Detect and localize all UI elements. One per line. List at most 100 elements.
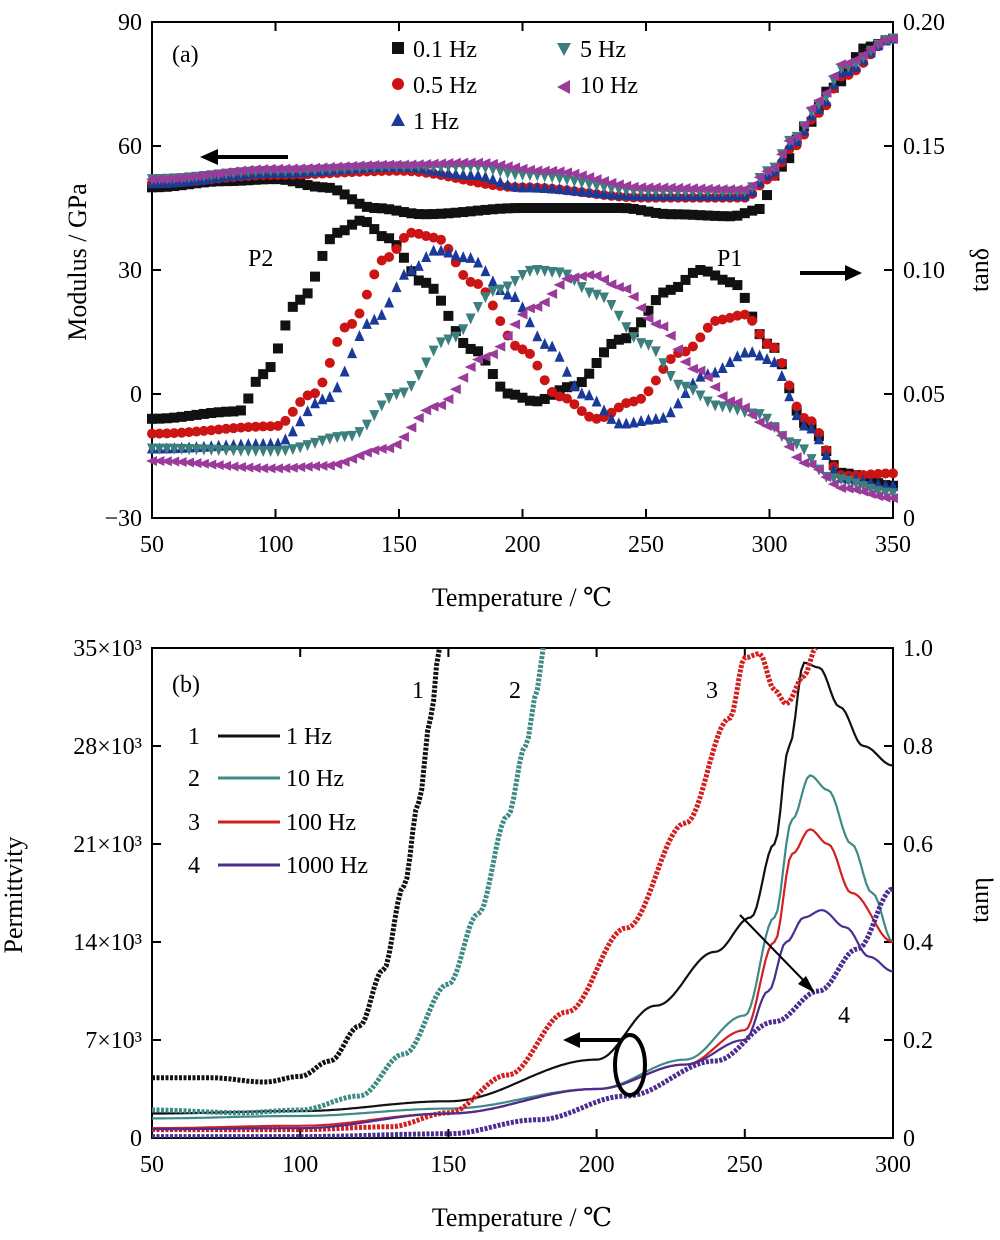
legend-item-10hz: 2 10 Hz [188, 766, 344, 792]
series-10hz [152, 648, 893, 1120]
data-point [221, 445, 232, 457]
data-point [443, 334, 454, 346]
data-point [316, 460, 328, 471]
data-point [487, 275, 498, 287]
data-point [369, 224, 380, 235]
x-tick-label: 150 [430, 1152, 466, 1178]
data-point [339, 365, 350, 377]
data-point [613, 203, 624, 213]
data-point [205, 169, 217, 180]
panel-a-series [146, 32, 898, 504]
data-point [709, 382, 721, 393]
data-point [695, 265, 706, 275]
data-point [324, 357, 335, 368]
data-point [643, 413, 654, 425]
data-point [227, 461, 239, 472]
data-point [428, 209, 439, 220]
data-point [442, 158, 454, 169]
data-point [502, 168, 513, 180]
data-point [220, 460, 232, 471]
legend-label: 0.5 Hz [413, 73, 477, 99]
data-point [561, 269, 572, 281]
data-point [835, 59, 847, 70]
curve-label-1: 1 [412, 678, 424, 704]
legend-item-0.1hz: 0.1 Hz [392, 37, 477, 63]
data-point [695, 370, 706, 382]
data-point [723, 396, 735, 407]
data-point [332, 381, 343, 393]
curve-label-4: 4 [838, 1003, 850, 1029]
data-point [643, 206, 654, 217]
data-point [271, 163, 283, 174]
series-1hz [147, 32, 898, 491]
data-point [168, 173, 180, 184]
data-point [339, 431, 350, 443]
data-point [694, 183, 706, 194]
data-point [324, 182, 335, 193]
modulus-series [146, 33, 898, 195]
data-point [627, 291, 639, 302]
y2-tick-label: 1.0 [903, 636, 933, 662]
data-point [784, 153, 795, 164]
data-point [821, 449, 832, 461]
x-tick-label: 350 [875, 532, 911, 558]
data-point [272, 445, 283, 457]
data-point [739, 346, 750, 358]
data-point [161, 413, 172, 424]
data-point [391, 205, 402, 216]
data-point [650, 346, 661, 358]
tan-delta-series [147, 265, 898, 500]
data-point [658, 358, 669, 370]
data-point [235, 405, 246, 416]
data-point [390, 159, 402, 170]
data-point [598, 175, 610, 186]
data-point [450, 326, 461, 337]
data-point [509, 162, 521, 173]
data-point [687, 267, 698, 278]
annotation-p1: P1 [717, 246, 742, 272]
data-point [183, 171, 195, 182]
data-point [710, 210, 721, 221]
data-point [606, 338, 617, 349]
data-point [250, 445, 261, 457]
data-point [620, 180, 632, 191]
data-point [464, 157, 476, 168]
data-point [487, 204, 498, 215]
data-point [495, 284, 506, 296]
data-point [584, 185, 595, 197]
data-point [346, 453, 358, 464]
data-point [280, 433, 291, 445]
data-point [169, 412, 180, 423]
series-1000hz [152, 886, 893, 1138]
data-point [310, 271, 321, 282]
legend-marker-triangle-up [391, 113, 405, 126]
data-point [591, 203, 602, 213]
data-point [301, 163, 313, 174]
data-point [421, 277, 432, 288]
data-point [554, 350, 565, 362]
data-point [442, 394, 454, 405]
data-point [317, 377, 328, 388]
data-point [612, 282, 624, 293]
data-point [621, 203, 632, 214]
data-point [295, 442, 306, 454]
data-point [421, 251, 432, 263]
permittivity-line [152, 648, 546, 1116]
panel-b-ylabel: Permittvity [0, 837, 28, 954]
data-point [658, 411, 669, 423]
data-point [517, 392, 528, 403]
panel-b-legend: 1 1 Hz 2 10 Hz 3 100 Hz 4 1000 H [188, 724, 368, 879]
data-point [709, 183, 721, 194]
trend-arrow-b [739, 914, 815, 993]
data-point [428, 283, 439, 294]
data-point [628, 416, 639, 428]
data-point [473, 279, 484, 290]
data-point [413, 209, 424, 220]
panel-a-chart: 50 100 150 200 250 300 350 −30 0 30 60 90 0 0.05 0.10 0… [63, 10, 994, 612]
data-point [591, 186, 602, 198]
data-point [279, 163, 291, 174]
data-point [680, 209, 691, 220]
data-point [391, 244, 402, 255]
data-point [169, 428, 180, 439]
